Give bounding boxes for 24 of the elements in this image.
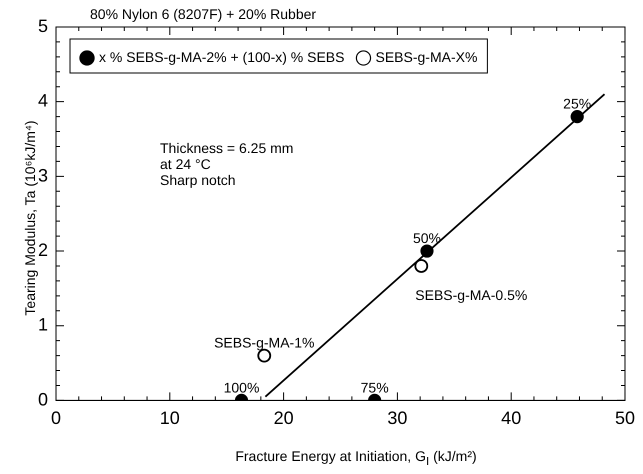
y-tick-label: 2 (38, 240, 48, 260)
y-tick-label: 0 (38, 389, 48, 410)
x-tick-label: 10 (160, 408, 180, 428)
x-tick-label: 50 (614, 408, 636, 428)
annotation: SEBS-g-MA-0.5% (415, 286, 528, 303)
y-tick-label: 1 (38, 314, 48, 335)
x-tick-label: 30 (387, 408, 408, 428)
y-axis-title: Tearing Modulus, Ta (10⁶kJ/m⁴) (22, 119, 38, 318)
x-tick-label: 20 (274, 408, 294, 428)
x-tick-label: 40 (501, 408, 522, 428)
annotation: 75% (360, 379, 389, 396)
y-tick-label: 3 (38, 165, 48, 186)
annotation: 100% (224, 379, 260, 396)
y-tick-label: 4 (38, 90, 48, 111)
annotation: Thickness = 6.25 mm at 24 °C Sharp notch (160, 140, 294, 188)
legend-label: SEBS-g-MA-X% (375, 48, 478, 65)
x-tick-label: 0 (51, 408, 62, 428)
annotation: SEBS-g-MA-1% (214, 334, 314, 350)
annotation: 50% (412, 230, 441, 246)
annotation: 25% (563, 95, 592, 112)
legend-label: x % SEBS-g-MA-2% + (100-x) % SEBS (99, 48, 344, 65)
x-axis-title: Fracture Energy at Initiation, G$_{I}$ (kJ/m²) (234, 448, 478, 468)
y-tick-label: 5 (38, 16, 48, 36)
chart-title: 80% Nylon 6 (8207F) + 20% Rubber (90, 6, 316, 22)
